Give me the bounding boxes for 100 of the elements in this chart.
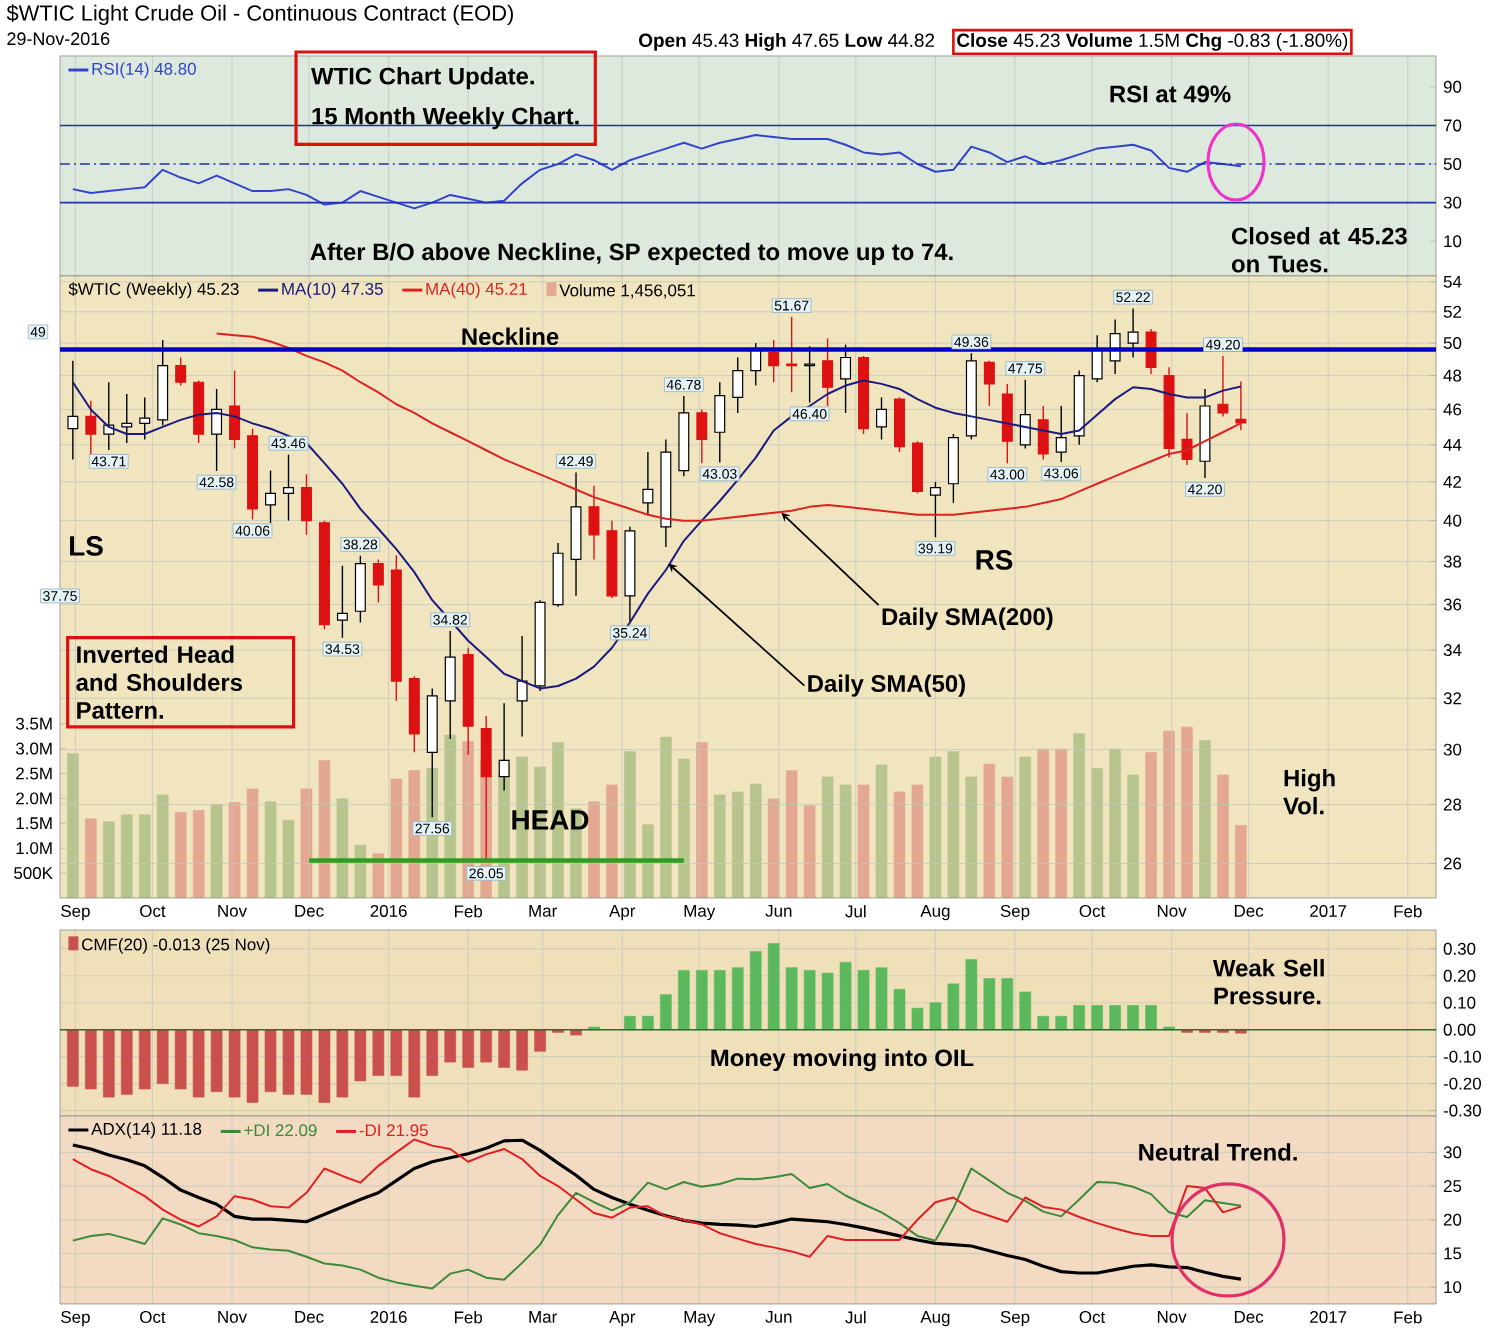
y-tick-label: -0.30	[1443, 1104, 1481, 1117]
bar	[174, 1029, 187, 1090]
annotation: Money moving into OIL	[711, 1048, 974, 1072]
candlestick	[265, 469, 276, 524]
candlestick	[768, 339, 780, 383]
y2-tick-label: 2.0M	[16, 792, 52, 805]
y-tick-label: 44	[1443, 438, 1462, 451]
x-tick-label: May	[684, 904, 716, 921]
candlestick	[822, 337, 834, 407]
y-tick-label: 30	[1443, 196, 1462, 209]
y-tick-label: -0.20	[1443, 1077, 1481, 1090]
candlestick	[336, 565, 348, 639]
bar	[300, 1029, 313, 1095]
candlestick	[300, 473, 312, 536]
x-tick-label: Apr	[609, 1311, 636, 1327]
y-tick-label: 46	[1443, 403, 1462, 416]
legend-label: -DI 21.95	[359, 1124, 428, 1137]
x-tick-label: Jun	[765, 904, 792, 917]
text: $WTIC (Weekly) 45.23	[68, 282, 239, 299]
candlestick	[983, 360, 995, 407]
bar	[713, 970, 726, 1031]
candlestick	[786, 316, 798, 394]
annotation: Inverted Head and Shoulders Pattern.	[76, 645, 243, 719]
bar	[498, 1029, 510, 1068]
y-tick-label: 25	[1443, 1180, 1462, 1193]
y-tick-label: 52	[1443, 305, 1462, 318]
candlestick	[229, 369, 241, 450]
x-tick-label: Oct	[1079, 904, 1106, 917]
y-tick-label: 10	[1444, 235, 1462, 248]
x-tick-label: Feb	[454, 1311, 483, 1324]
y2-tick-label: 1.0M	[16, 842, 52, 855]
legend-label: RSI(14) 48.80	[92, 62, 196, 79]
legend-label: Volume 1,456,051	[559, 283, 695, 299]
annotation: RS	[976, 550, 1013, 570]
candlestick	[588, 484, 600, 561]
bar	[426, 1029, 439, 1076]
x-tick-label: Jul	[845, 904, 866, 918]
candlestick	[732, 356, 744, 414]
bar	[929, 1002, 942, 1031]
bar	[947, 983, 960, 1031]
bar	[120, 1029, 133, 1095]
legend-label: CMF(20) -0.013 (25 Nov)	[82, 938, 270, 954]
bar	[642, 1015, 654, 1031]
y-tick-label: 32	[1443, 692, 1462, 705]
y-tick-label: 30	[1443, 743, 1462, 756]
candlestick	[1001, 383, 1013, 464]
x-tick-label: 2016	[370, 1311, 407, 1323]
candlestick	[894, 396, 905, 453]
y-tick-label: 54	[1443, 275, 1462, 288]
bar	[336, 1029, 349, 1098]
bar	[156, 1029, 169, 1084]
x-tick-label: Sep	[1000, 1311, 1030, 1327]
annotation: Daily SMA(200)	[882, 607, 1053, 630]
bar	[67, 1029, 79, 1087]
text: Close 45.23 Volume 1.5M Chg -0.83 (-1.80%)	[957, 33, 1348, 51]
y-tick-label: 0.00	[1443, 1023, 1476, 1036]
x-tick-label: Mar	[529, 904, 557, 917]
x-tick-label: 2016	[370, 904, 407, 917]
candlestick	[67, 360, 79, 461]
x-tick-label: Nov	[218, 1311, 248, 1323]
x-tick-label: Dec	[1234, 1311, 1264, 1323]
bar	[983, 978, 996, 1031]
candlestick	[929, 481, 941, 538]
x-tick-label: Jun	[765, 1311, 792, 1323]
bar	[911, 1007, 924, 1031]
x-tick-label: 2017	[1310, 1311, 1347, 1323]
bar	[731, 967, 744, 1031]
candlestick	[121, 393, 133, 444]
y-tick-label: 34	[1443, 644, 1462, 657]
candlestick	[947, 433, 959, 504]
y-tick-label: 42	[1443, 475, 1462, 488]
bar	[1073, 1005, 1085, 1031]
chart-title: $WTIC Light Crude Oil - Continuous Contract (EOD)	[6, 4, 513, 26]
bar	[1019, 991, 1032, 1031]
candlestick	[1037, 405, 1049, 461]
x-tick-label: Oct	[140, 1311, 166, 1323]
bar	[264, 1029, 277, 1093]
bar	[821, 972, 834, 1031]
y-tick-label: 0.20	[1443, 969, 1476, 982]
bar	[444, 1029, 457, 1063]
candlestick	[714, 381, 726, 464]
bar	[1001, 978, 1014, 1031]
bar	[480, 1029, 492, 1063]
bar	[767, 943, 780, 1031]
x-tick-label: Aug	[920, 904, 950, 921]
annotation: High Vol.	[1283, 769, 1335, 815]
y-tick-label: 0.30	[1443, 942, 1476, 955]
y-tick-label: 20	[1443, 1213, 1462, 1226]
x-tick-label: Mar	[529, 1311, 557, 1323]
candlestick	[1091, 334, 1103, 383]
y-tick-label: 70	[1443, 119, 1462, 132]
candlestick	[372, 558, 384, 604]
y-tick-label: 0.10	[1443, 996, 1476, 1009]
bar	[696, 970, 708, 1031]
annotation: Daily SMA(50)	[808, 674, 965, 697]
y-tick-label: 30	[1443, 1146, 1462, 1159]
candlestick	[1055, 405, 1067, 463]
bar	[318, 1029, 331, 1103]
legend-label: MA(40) 45.21	[426, 282, 527, 299]
y2-tick-label: 1.5M	[16, 817, 52, 830]
